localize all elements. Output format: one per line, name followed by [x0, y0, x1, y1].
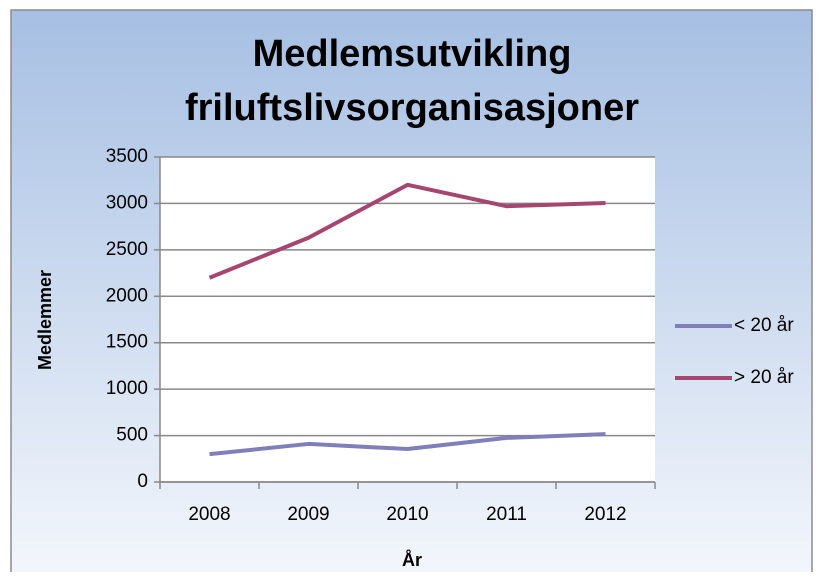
y-tick-label: 3000 [106, 192, 148, 213]
y-tick-label: 3500 [106, 146, 148, 167]
y-axis-label: Medlemmer [35, 270, 55, 370]
x-tick-label: 2010 [386, 504, 428, 525]
y-tick-label: 1000 [106, 378, 148, 399]
x-tick-label: 2009 [287, 504, 329, 525]
legend-label: > 20 år [734, 367, 794, 388]
series-line [208, 182, 606, 280]
x-tick-label: 2011 [486, 504, 527, 525]
x-tick-label: 2008 [188, 504, 230, 525]
series-line [209, 432, 606, 457]
y-tick-label: 2000 [106, 285, 148, 306]
x-tick-label: 2012 [584, 504, 626, 525]
y-tick-label: 1500 [106, 332, 148, 353]
y-tick-label: 2500 [106, 239, 148, 260]
plot-area [160, 157, 655, 482]
x-axis-label: År [402, 550, 422, 570]
legend-label: < 20 år [734, 315, 794, 336]
chart-title: Medlemsutvikling [253, 33, 572, 75]
y-tick-label: 500 [116, 425, 148, 446]
chart-title: friluftslivsorganisasjoner [185, 87, 639, 129]
y-tick-label: 0 [137, 471, 148, 492]
